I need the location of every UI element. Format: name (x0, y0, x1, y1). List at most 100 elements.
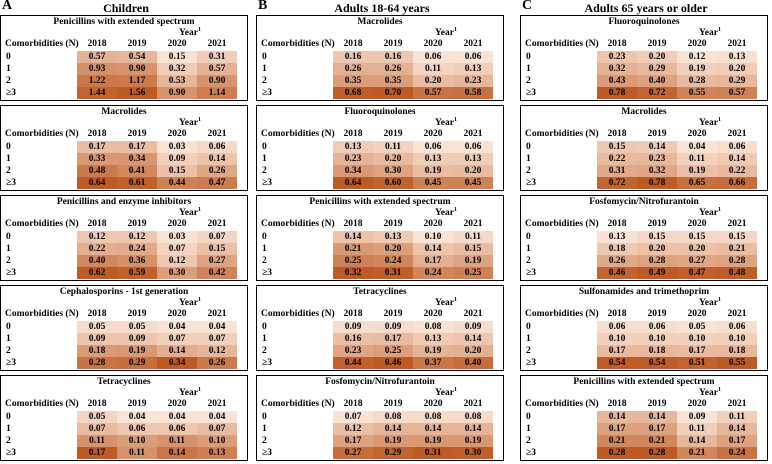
table-row: 2 0.34 0.30 0.19 0.20 (257, 165, 503, 177)
year-label-superscript: 1 (718, 117, 721, 123)
row-label: 0 (526, 322, 531, 332)
panel-letter: C (522, 0, 533, 13)
heatmap-cell: 0.34 (333, 165, 373, 177)
heatmap-cell: 0.11 (413, 63, 453, 75)
heatmap-cell: 0.10 (413, 231, 453, 243)
row-header-label: Comorbidities (N) (5, 129, 79, 139)
year-header: 2019 (383, 39, 403, 49)
heatmap-cell: 0.14 (453, 423, 493, 435)
heatmap-cell: 0.27 (333, 447, 373, 459)
row-label: 1 (526, 64, 531, 74)
heatmap-cell: 0.17 (597, 345, 637, 357)
year-header: 2021 (463, 129, 483, 139)
row-header-label: Comorbidities (N) (525, 309, 599, 319)
heatmap-cell: 0.24 (117, 243, 157, 255)
heatmap-cell: 0.47 (677, 267, 717, 279)
table-row: 1 0.93 0.90 0.32 0.57 (1, 63, 247, 75)
heatmap-cell: 0.18 (637, 345, 677, 357)
year-header: 2018 (607, 309, 627, 319)
heatmap-cell: 0.20 (373, 243, 413, 255)
heatmap-cell: 0.46 (373, 357, 413, 369)
column-header: A Children (0, 0, 252, 15)
header-row: Comorbidities (N) 2018 2019 2020 2021 (1, 129, 247, 141)
table-row: ≥3 0.28 0.28 0.21 0.24 (521, 447, 767, 459)
year-header: 2019 (127, 399, 147, 409)
heatmap-cell: 0.40 (453, 357, 493, 369)
table-row: 2 0.18 0.19 0.14 0.12 (1, 345, 247, 357)
row-header-label: Comorbidities (N) (5, 39, 79, 49)
header-row: Comorbidities (N) 2018 2019 2020 2021 (521, 399, 767, 411)
heatmap-cell: 0.90 (197, 75, 237, 87)
panel-table: Penicillins with extended spectrum Year1 C… (520, 375, 768, 461)
table-row: 0 0.23 0.20 0.12 0.13 (521, 51, 767, 63)
heatmap-cell: 0.54 (117, 51, 157, 63)
header-row: Comorbidities (N) 2018 2019 2020 2021 (1, 219, 247, 231)
year-label-superscript: 1 (718, 387, 721, 393)
heatmap-cell: 0.33 (77, 153, 117, 165)
year-label: Year1 (699, 297, 721, 309)
heatmap-cell: 0.19 (413, 345, 453, 357)
heatmap-cell: 0.05 (117, 321, 157, 333)
table-row: 2 1.22 1.17 0.53 0.90 (1, 75, 247, 87)
heatmap-cell: 0.16 (333, 51, 373, 63)
row-label: ≥3 (262, 358, 272, 368)
row-label: 1 (526, 424, 531, 434)
heatmap-cell: 0.19 (413, 165, 453, 177)
table-row: ≥3 0.44 0.46 0.37 0.40 (257, 357, 503, 369)
year-header: 2018 (343, 39, 363, 49)
year-label-superscript: 1 (454, 297, 457, 303)
heatmap-cell: 0.04 (157, 411, 197, 423)
row-label: 2 (6, 76, 11, 86)
heatmap-cell: 0.93 (77, 63, 117, 75)
heatmap-cell: 0.40 (77, 255, 117, 267)
row-label: 1 (262, 244, 267, 254)
heatmap-cell: 0.13 (717, 51, 757, 63)
row-label: ≥3 (6, 178, 16, 188)
heatmap-cell: 0.44 (333, 357, 373, 369)
heatmap-cell: 0.16 (373, 51, 413, 63)
heatmap-cell: 0.17 (597, 423, 637, 435)
heatmap-cell: 0.10 (197, 435, 237, 447)
heatmap-cell: 0.12 (117, 231, 157, 243)
heatmap-cell: 0.06 (413, 51, 453, 63)
year-header: 2021 (727, 309, 747, 319)
heatmap-cell: 0.18 (597, 243, 637, 255)
row-label: 1 (526, 334, 531, 344)
heatmap-cell: 0.24 (413, 267, 453, 279)
heatmap-cell: 0.28 (597, 447, 637, 459)
heatmap-cell: 0.14 (717, 153, 757, 165)
heatmap-cell: 0.09 (373, 321, 413, 333)
panel-table: Macrolides Year1 Comorbidities (N) 2018 2019… (256, 15, 504, 101)
year-header: 2018 (607, 399, 627, 409)
table-row: 2 0.26 0.28 0.27 0.28 (521, 255, 767, 267)
row-label: 0 (6, 52, 11, 62)
heatmap-cell: 0.15 (677, 231, 717, 243)
table-row: ≥3 0.54 0.54 0.51 0.55 (521, 357, 767, 369)
year-header: 2018 (87, 129, 107, 139)
year-header: 2021 (727, 219, 747, 229)
heatmap-cell: 0.24 (373, 255, 413, 267)
heatmap-cell: 0.11 (157, 435, 197, 447)
year-header: 2021 (207, 129, 227, 139)
heatmap-cell: 0.11 (77, 435, 117, 447)
heatmap-cell: 0.14 (157, 447, 197, 459)
row-label: 2 (526, 166, 531, 176)
row-label: ≥3 (262, 178, 272, 188)
row-header-label: Comorbidities (N) (261, 129, 335, 139)
heatmap-cell: 0.30 (453, 447, 493, 459)
table-row: 0 0.14 0.13 0.10 0.11 (257, 231, 503, 243)
year-header: 2018 (87, 309, 107, 319)
year-header: 2019 (383, 309, 403, 319)
year-label-superscript: 1 (718, 27, 721, 33)
heatmap-cell: 0.41 (117, 165, 157, 177)
heatmap-cell: 0.72 (637, 87, 677, 99)
heatmap-cell: 0.07 (197, 231, 237, 243)
heatmap-cell: 0.14 (413, 423, 453, 435)
heatmap-cell: 0.12 (77, 231, 117, 243)
table-row: 1 0.12 0.14 0.14 0.14 (257, 423, 503, 435)
heatmap-cell: 0.20 (717, 63, 757, 75)
panel-letter: B (258, 0, 268, 13)
heatmap-cell: 0.37 (413, 357, 453, 369)
heatmap-cell: 0.64 (77, 177, 117, 189)
year-header: 2018 (343, 309, 363, 319)
